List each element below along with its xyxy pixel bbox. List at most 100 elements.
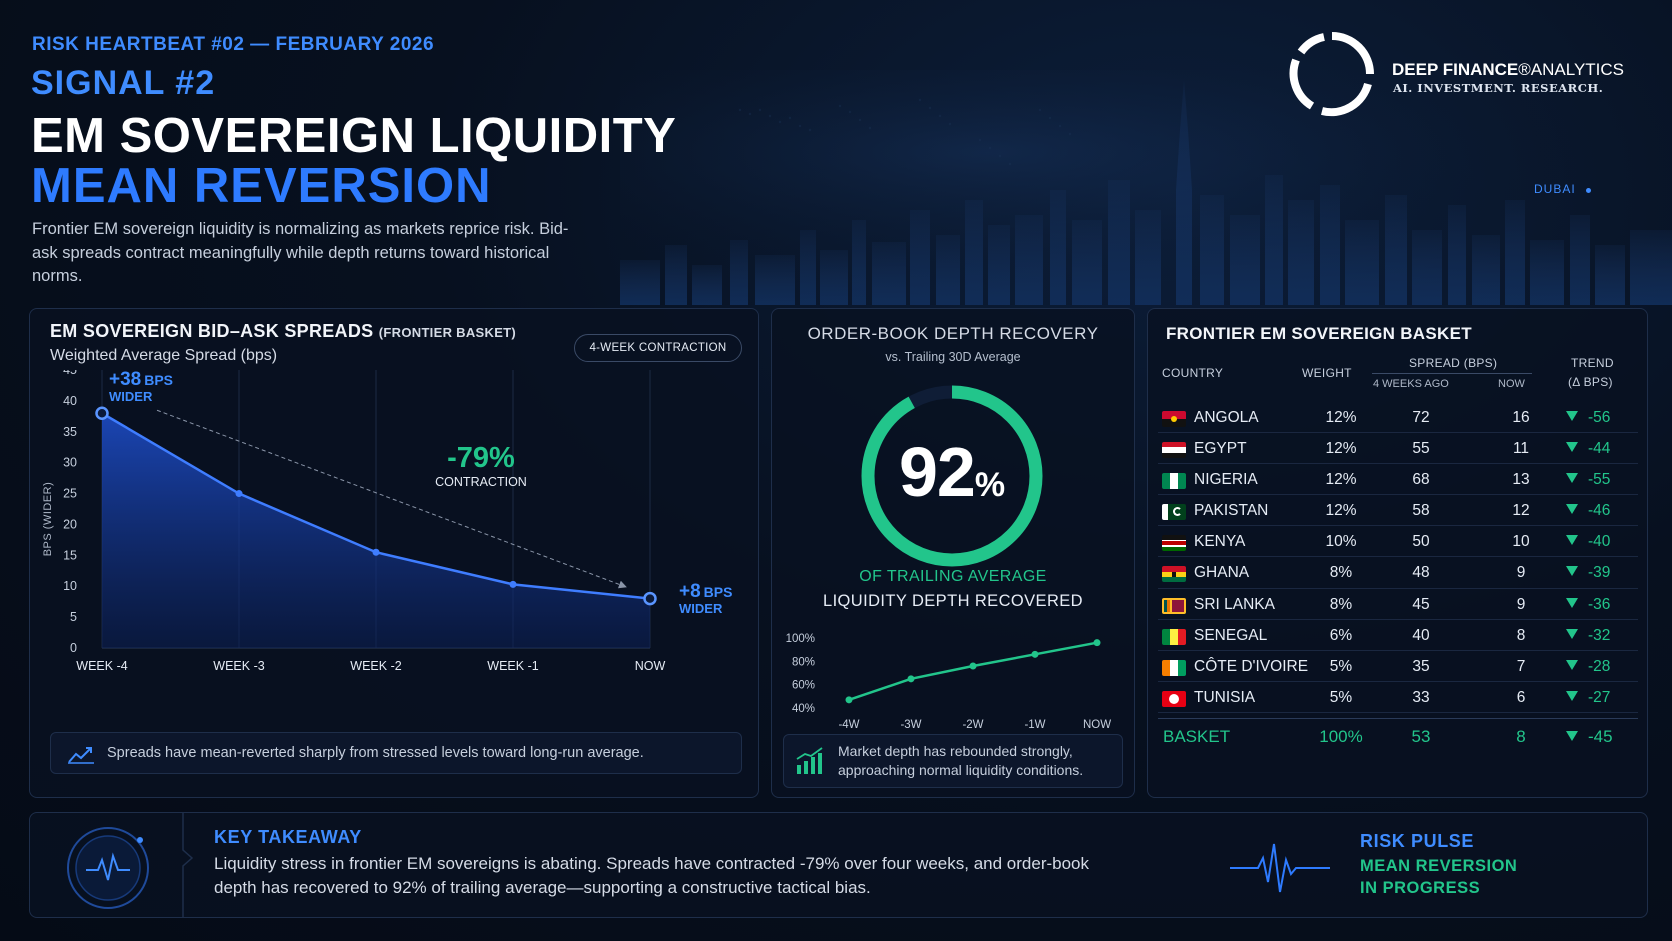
country-name: KENYA — [1194, 533, 1246, 551]
depth-data-point — [1031, 650, 1039, 658]
country-weight: 5% — [1329, 657, 1353, 675]
heartbeat-radar-icon — [67, 827, 149, 909]
country-name: CÔTE D'IVOIRE — [1194, 657, 1309, 675]
y-axis-ticks: 0 5 10 15 20 25 30 35 40 45 — [63, 370, 77, 655]
trend-down-icon — [1566, 659, 1578, 670]
tunisia-flag-icon — [1162, 690, 1186, 707]
spread-4-weeks-ago: 40 — [1412, 626, 1430, 644]
col-header-spread: SPREAD (BPS) — [1409, 356, 1498, 370]
spread-trend: -36 — [1566, 589, 1638, 620]
spread-trend: -55 — [1566, 464, 1638, 495]
x-tick-label: WEEK -4 — [76, 659, 127, 673]
country-name: NIGERIA — [1194, 471, 1258, 489]
page-title-line1: EM SOVEREIGN LIQUIDITY — [31, 109, 677, 163]
y-tick-label: 5 — [70, 610, 77, 624]
takeaway-title: KEY TAKEAWAY — [214, 827, 362, 847]
issue-eyebrow: RISK HEARTBEAT #02 — FEBRUARY 2026 — [32, 34, 435, 55]
angola-flag-icon — [1162, 411, 1186, 427]
col-header-4-weeks-ago: 4 WEEKS AGO — [1373, 378, 1449, 390]
nigeria-flag-icon — [1162, 473, 1186, 490]
spread-now: 6 — [1516, 688, 1526, 706]
country-weight: 12% — [1325, 502, 1357, 520]
depth-gauge-ring — [861, 385, 1043, 567]
gauge-unit: % — [974, 466, 1006, 504]
spread-header-divider — [1372, 373, 1532, 374]
spread-data-points — [95, 406, 657, 606]
takeaway-panel — [29, 812, 1648, 918]
pakistan-flag-icon — [1162, 504, 1186, 521]
spread-trend: -39 — [1566, 557, 1638, 588]
basket-total-weight: 100% — [1319, 727, 1363, 746]
country-name: ANGOLA — [1194, 409, 1259, 426]
x-tick-label: WEEK -3 — [213, 659, 264, 673]
spread-trend: -46 — [1566, 495, 1638, 526]
risk-pulse-title: RISK PULSE — [1360, 831, 1475, 851]
depth-y-tick-label: 100% — [786, 633, 815, 645]
trend-value: -28 — [1588, 657, 1611, 675]
srilanka-flag-icon — [1162, 597, 1186, 614]
x-tick-label: WEEK -2 — [350, 659, 401, 673]
table-row: TUNISIA 5% 33 6 -27 — [1158, 682, 1638, 713]
y-tick-label: 15 — [63, 548, 77, 562]
end-annotation-value: +8 — [679, 581, 701, 602]
depth-x-tick-label: -4W — [838, 719, 859, 731]
city-marker-dot — [1586, 188, 1591, 193]
depth-x-tick-label: -3W — [900, 719, 921, 731]
spread-now: 10 — [1512, 533, 1530, 551]
intro-paragraph: Frontier EM sovereign liquidity is norma… — [32, 220, 569, 285]
page-title-line2: MEAN REVERSION — [31, 159, 492, 213]
depth-gauge-value: 92% — [852, 432, 1052, 512]
trend-down-icon — [1566, 628, 1578, 639]
depth-x-ticks: -4W -3W -2W -1W NOW — [838, 719, 1111, 731]
country-name: TUNISIA — [1194, 688, 1256, 706]
trend-down-icon — [1566, 442, 1578, 453]
basket-table: ANGOLA 12% 72 16 -56 EGYPT 12% 55 11 -44 NIGERIA 12… — [1158, 402, 1638, 713]
spread-now: 8 — [1516, 626, 1526, 644]
trend-down-icon — [1566, 731, 1578, 741]
country-name: EGYPT — [1194, 440, 1247, 458]
basket-total-trend-value: -45 — [1588, 727, 1613, 746]
trend-down-icon — [1566, 597, 1578, 608]
takeaway-text: Liquidity stress in frontier EM sovereig… — [214, 854, 1090, 897]
depth-panel-title: ORDER-BOOK DEPTH RECOVERY — [807, 324, 1099, 343]
spreads-panel-subtitle: Weighted Average Spread (bps) — [50, 347, 278, 364]
basket-total-now: 8 — [1516, 727, 1526, 746]
country-name: SRI LANKA — [1194, 595, 1275, 613]
trend-value: -44 — [1588, 440, 1611, 458]
trend-value: -40 — [1588, 533, 1611, 551]
start-annotation: +38 BPS WIDER — [109, 370, 173, 404]
kenya-flag-icon — [1162, 535, 1186, 552]
col-header-trend: TREND — [1571, 356, 1614, 370]
table-row: SRI LANKA 8% 45 9 -36 — [1158, 589, 1638, 620]
depth-y-tick-label: 40% — [792, 703, 815, 715]
y-tick-label: 35 — [63, 425, 77, 439]
trend-down-icon — [1566, 690, 1578, 701]
spread-trend: -27 — [1566, 682, 1638, 713]
city-label: DUBAI — [1534, 182, 1576, 196]
table-row: GHANA 8% 48 9 -39 — [1158, 557, 1638, 589]
depth-x-tick-label: -2W — [962, 719, 983, 731]
brand-name-regular: ®ANALYTICS — [1518, 60, 1625, 79]
depth-gauge-fill — [861, 385, 1043, 567]
trend-value: -55 — [1588, 471, 1611, 489]
depth-data-point — [1093, 639, 1101, 647]
depth-data-point — [845, 696, 853, 704]
brand-tagline: AI. INVESTMENT. RESEARCH. — [1393, 81, 1604, 95]
spread-now: 13 — [1512, 471, 1530, 489]
depth-line-chart: 100% 80% 60% 40% -4W -3W -2W -1W NOW — [786, 633, 1112, 731]
basket-panel — [1147, 308, 1648, 798]
spread-4-weeks-ago: 35 — [1412, 657, 1430, 675]
brand-logo-icon — [1289, 32, 1374, 117]
country-name: GHANA — [1194, 564, 1250, 582]
depth-y-ticks: 100% 80% 60% 40% — [786, 633, 815, 715]
country-weight: 10% — [1325, 533, 1357, 551]
country-weight: 12% — [1325, 409, 1357, 426]
spreads-title-sub: (FRONTIER BASKET) — [378, 325, 517, 340]
spread-4-weeks-ago: 45 — [1412, 595, 1430, 613]
trend-down-icon — [1566, 504, 1578, 515]
gauge-number: 92 — [898, 433, 976, 511]
y-tick-label: 10 — [63, 579, 77, 593]
trend-down-icon — [1566, 411, 1578, 421]
table-row: NIGERIA 12% 68 13 -55 — [1158, 464, 1638, 496]
